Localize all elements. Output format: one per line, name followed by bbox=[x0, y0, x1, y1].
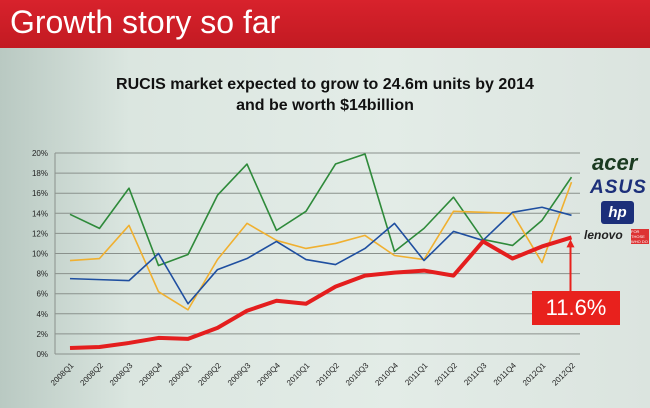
x-tick-label: 2011Q1 bbox=[403, 361, 429, 387]
subtitle-line-1: RUCIS market expected to grow to 24.6m u… bbox=[116, 76, 534, 93]
legend-logo-acer: acer bbox=[592, 150, 638, 175]
x-tick-label: 2008Q1 bbox=[49, 361, 76, 388]
legend-logo-asus: ASUS bbox=[590, 177, 647, 198]
legend-logo-lenovo: lenovo bbox=[584, 228, 623, 242]
x-tick-label: 2009Q2 bbox=[196, 361, 223, 388]
y-tick-label: 20% bbox=[32, 149, 48, 158]
y-tick-label: 14% bbox=[32, 209, 48, 218]
x-tick-label: 2009Q4 bbox=[255, 361, 282, 388]
callout-arrow-head bbox=[566, 239, 575, 248]
x-tick-label: 2011Q3 bbox=[462, 361, 488, 387]
y-tick-label: 10% bbox=[32, 250, 48, 259]
title-bar: Growth story so far bbox=[0, 0, 650, 48]
y-tick-label: 16% bbox=[32, 189, 48, 198]
x-tick-label: 2008Q4 bbox=[137, 361, 164, 388]
x-tick-label: 2008Q2 bbox=[78, 361, 105, 388]
series-line-lenovo bbox=[69, 235, 573, 350]
series-line-blue bbox=[69, 206, 572, 305]
series-line-yellow bbox=[69, 181, 573, 311]
y-tick-label: 4% bbox=[36, 310, 48, 319]
x-tick-label: 2010Q3 bbox=[344, 361, 371, 388]
x-tick-label: 2010Q2 bbox=[314, 361, 341, 388]
callout-value: 11.6% bbox=[532, 291, 620, 325]
slide-subtitle: RUCIS market expected to grow to 24.6m u… bbox=[0, 74, 650, 116]
x-tick-label: 2010Q4 bbox=[373, 361, 400, 388]
y-tick-label: 0% bbox=[36, 350, 48, 359]
x-tick-label: 2009Q3 bbox=[226, 361, 253, 388]
lenovo-tagline: FOR THOSE WHO DO bbox=[631, 229, 649, 244]
x-tick-label: 2012Q2 bbox=[550, 361, 577, 388]
x-tick-label: 2011Q4 bbox=[492, 361, 518, 387]
legend-logo-hp: hp bbox=[601, 201, 634, 224]
x-tick-label: 2012Q1 bbox=[521, 361, 548, 388]
subtitle-line-2: and be worth $14billion bbox=[236, 97, 414, 114]
y-tick-label: 12% bbox=[32, 229, 48, 238]
x-tick-label: 2011Q2 bbox=[433, 361, 459, 387]
y-tick-label: 2% bbox=[36, 330, 48, 339]
y-tick-label: 8% bbox=[36, 270, 48, 279]
slide-title: Growth story so far bbox=[10, 4, 281, 40]
series-line-green bbox=[69, 153, 573, 267]
x-tick-label: 2008Q3 bbox=[108, 361, 135, 388]
y-tick-label: 6% bbox=[36, 290, 48, 299]
x-tick-label: 2009Q1 bbox=[167, 361, 194, 388]
x-tick-label: 2010Q1 bbox=[285, 361, 312, 388]
y-tick-label: 18% bbox=[32, 169, 48, 178]
